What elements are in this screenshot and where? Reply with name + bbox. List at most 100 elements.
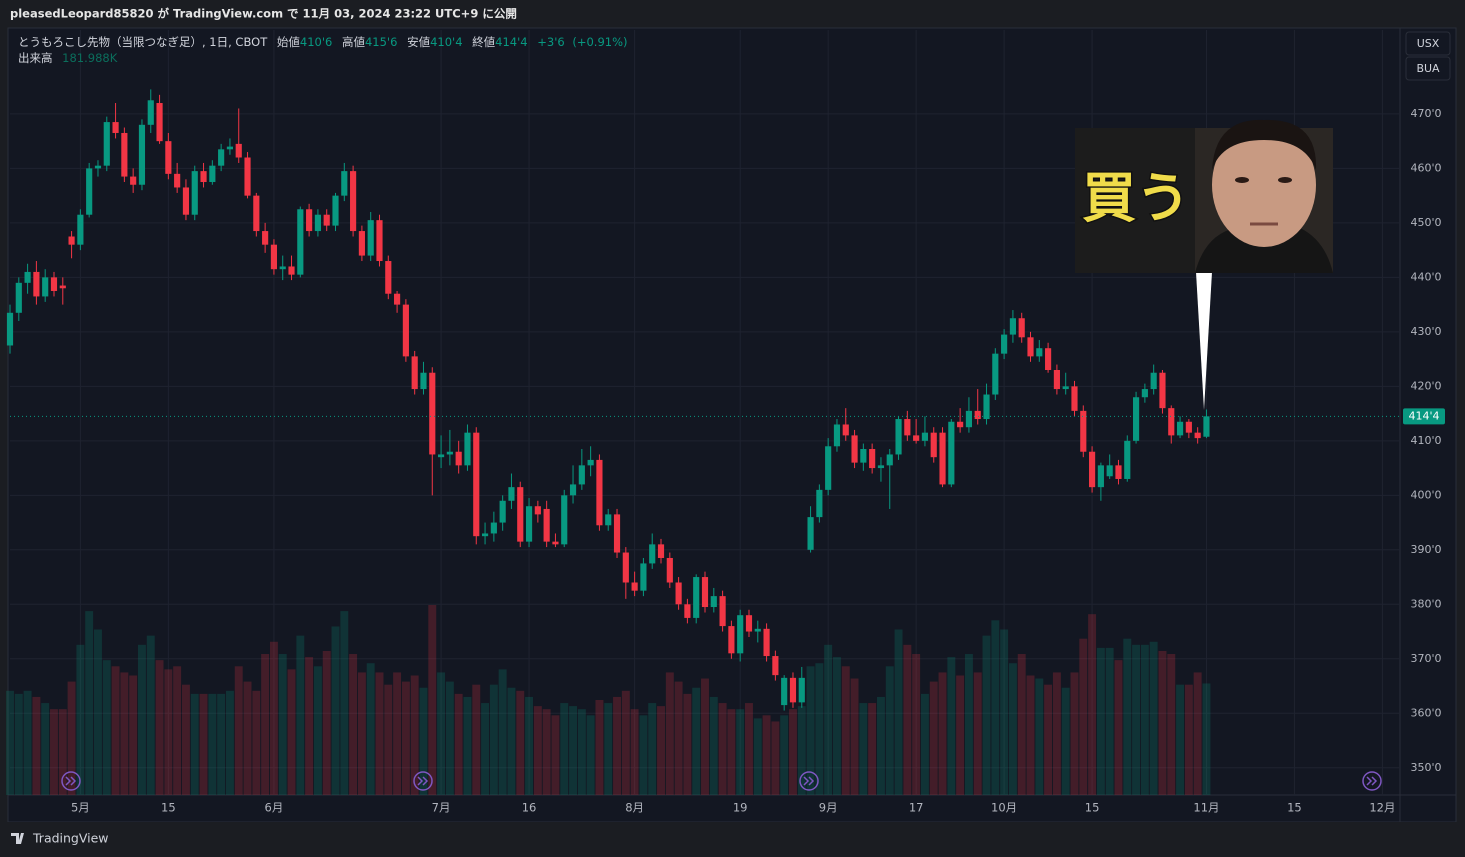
symbol-label[interactable]: USX	[1417, 37, 1440, 50]
candle-body	[1203, 416, 1210, 437]
volume-bar	[657, 706, 665, 795]
event-marker[interactable]	[799, 771, 819, 791]
volume-bar	[1035, 678, 1044, 795]
volume-bar	[252, 690, 261, 795]
volume-bar	[507, 687, 516, 795]
candle-body	[886, 454, 893, 466]
volume-bar	[445, 681, 454, 795]
candle-body	[904, 419, 911, 436]
candle-body	[710, 596, 717, 608]
volume-bar	[868, 703, 877, 795]
candle-body	[156, 103, 163, 142]
candle-body	[737, 615, 744, 654]
volume-bar	[542, 709, 551, 795]
volume-bar	[225, 690, 234, 795]
volume-bar	[1193, 672, 1202, 795]
volume-bar	[313, 666, 322, 795]
candle-body	[429, 372, 436, 455]
candle-body	[921, 432, 929, 441]
volume-bar	[551, 715, 560, 795]
candle-body	[613, 514, 621, 553]
symbol-box[interactable]	[1405, 31, 1451, 56]
event-marker[interactable]	[413, 771, 433, 791]
volume-bar	[437, 672, 446, 795]
volume-bar	[1096, 647, 1105, 795]
volume-bar	[190, 693, 199, 795]
volume-bar	[595, 700, 604, 795]
candle-body	[1132, 397, 1140, 441]
volume-legend: 出来高 181.988K	[18, 51, 118, 65]
candle-body	[367, 220, 374, 256]
volume-bar	[1176, 684, 1185, 795]
volume-bar	[569, 706, 577, 795]
candle-body	[1097, 465, 1104, 488]
volume-bar	[155, 660, 164, 795]
candle-body	[323, 214, 330, 226]
volume-bar	[1149, 641, 1158, 795]
volume-bar	[481, 703, 490, 795]
ohlc-label: 安値	[407, 35, 430, 49]
annotation: 買う	[1075, 119, 1333, 410]
candle-body	[50, 277, 58, 291]
ohlc-value: 415'6	[365, 35, 397, 49]
candle-body	[121, 132, 128, 177]
candle-body	[1194, 432, 1201, 439]
volume-bar	[639, 715, 648, 795]
candle-body	[174, 173, 181, 188]
candle-body	[1185, 421, 1192, 433]
volume-bar	[964, 654, 973, 795]
volume-bar	[701, 678, 709, 795]
x-tick-label: 15	[1085, 801, 1100, 815]
event-marker[interactable]	[61, 771, 81, 791]
candle-body	[112, 122, 119, 133]
volume-bar	[806, 666, 815, 795]
portrait-shirt	[1195, 228, 1333, 273]
x-tick-label: 15	[161, 801, 176, 815]
volume-bar	[146, 635, 155, 795]
volume-bar	[753, 718, 762, 795]
symbol-box[interactable]	[1405, 56, 1451, 81]
x-tick-label: 19	[733, 801, 748, 815]
candle-body	[473, 432, 480, 537]
volume-bar	[234, 666, 243, 795]
candle-body	[781, 677, 788, 706]
candle-body	[508, 487, 515, 501]
candle-body	[490, 522, 497, 534]
y-tick-label: 390'0	[1410, 543, 1441, 556]
volume-bar	[586, 715, 595, 795]
volume-bar	[50, 709, 58, 795]
candle-body	[631, 582, 638, 591]
volume-bar	[674, 681, 683, 795]
volume-bar	[401, 681, 410, 795]
candle-body	[1141, 389, 1148, 398]
axis-layer: 350'0 360'0 370'0 380'0 390'0 400'0 410'0 420'0…	[10, 107, 1445, 815]
candle-body	[332, 195, 339, 226]
y-tick-label: 410'0	[1410, 434, 1441, 447]
volume-bar	[604, 703, 613, 795]
volume-bar	[1140, 644, 1149, 795]
event-marker[interactable]	[1362, 771, 1382, 791]
x-tick-label: 6月	[265, 801, 284, 815]
ohlc-label: 高値	[342, 35, 365, 49]
volume-bar	[102, 660, 111, 795]
candle-body	[974, 410, 981, 420]
last-price-box	[1403, 408, 1445, 425]
candle-body	[807, 517, 814, 550]
y-tick-label: 430'0	[1410, 325, 1441, 338]
volume-bar	[14, 693, 23, 795]
candle-body	[957, 421, 964, 428]
x-tick-label: 11月	[1193, 801, 1219, 815]
symbol-label[interactable]: BUA	[1416, 62, 1440, 75]
volume-bar	[630, 709, 639, 795]
candle-body	[1124, 440, 1131, 479]
x-tick-label: 5月	[71, 801, 90, 815]
candle-body	[279, 266, 286, 270]
candle-body	[24, 271, 31, 283]
y-tick-label: 400'0	[1410, 488, 1441, 501]
volume-bar	[665, 672, 674, 795]
volume-bar	[129, 675, 138, 795]
volume-bar	[120, 672, 129, 795]
candle-body	[191, 171, 198, 215]
volume-bar	[718, 703, 727, 795]
